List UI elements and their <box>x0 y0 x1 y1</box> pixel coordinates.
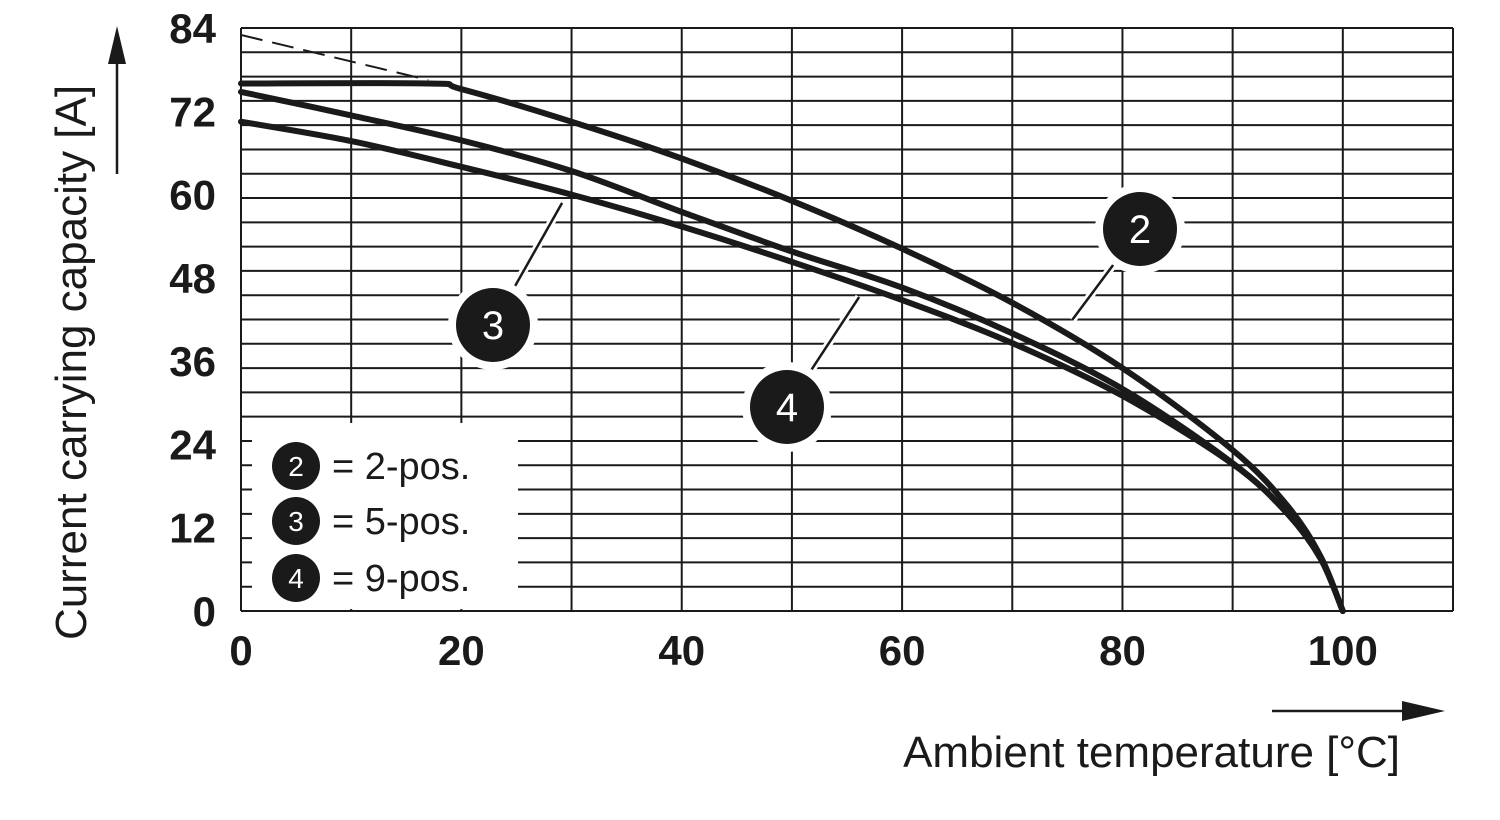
legend-badge-3 <box>272 497 320 545</box>
y-tick-label: 0 <box>193 588 216 635</box>
series-lines <box>238 80 1346 614</box>
y-tick-label: 60 <box>169 172 216 219</box>
y-tick-label: 72 <box>169 88 216 135</box>
x-tick-label: 40 <box>658 627 705 674</box>
series-line-2 <box>238 80 1346 614</box>
axis-titles: Ambient temperature [°C] Current carryin… <box>47 26 1445 777</box>
callout-badge-4 <box>750 370 824 444</box>
callout-leader-4 <box>810 296 861 371</box>
y-tick-label: 84 <box>169 5 216 52</box>
x-axis-title: Ambient temperature [°C] <box>903 728 1400 777</box>
y-tick-label: 36 <box>169 338 216 385</box>
callout-badge-3 <box>456 288 530 362</box>
y-tick-label: 12 <box>169 505 216 552</box>
x-tick-label: 100 <box>1308 627 1378 674</box>
callout-badge-label: 2 <box>1129 208 1151 252</box>
y-axis-arrow-head <box>108 26 126 64</box>
y-tick-label: 24 <box>169 421 216 468</box>
legend-badge-4 <box>272 554 320 602</box>
legend-label: = 5-pos. <box>332 501 470 543</box>
series-line-4 <box>238 118 1346 614</box>
callouts: 2 3 4 <box>448 184 1185 452</box>
legend-label: = 2-pos. <box>332 446 470 488</box>
x-tick-label: 80 <box>1099 627 1146 674</box>
extrapolation-dashed-line <box>240 33 429 82</box>
x-tick-label: 20 <box>438 627 485 674</box>
callout-badge-2 <box>1103 192 1177 266</box>
y-tick-label: 48 <box>169 255 216 302</box>
x-axis-arrow-head <box>1402 701 1445 721</box>
legend: 2 = 2-pos. 3 = 5-pos. 4 = 9-pos. <box>252 423 518 609</box>
callout-leader-3 <box>513 202 564 288</box>
legend-badge-label: 2 <box>288 451 304 482</box>
callout-badge-label: 4 <box>776 386 798 430</box>
callout-badge-label: 3 <box>482 304 504 348</box>
y-axis-title: Current carrying capacity [A] <box>47 85 96 640</box>
x-tick-label: 0 <box>229 627 252 674</box>
legend-badge-label: 4 <box>288 563 304 594</box>
callout-leader-2 <box>1071 263 1115 321</box>
legend-badge-2 <box>272 442 320 490</box>
legend-badge-label: 3 <box>288 506 304 537</box>
x-tick-label: 60 <box>879 627 926 674</box>
extrapolation-layer <box>240 33 429 82</box>
legend-label: = 9-pos. <box>332 558 470 600</box>
